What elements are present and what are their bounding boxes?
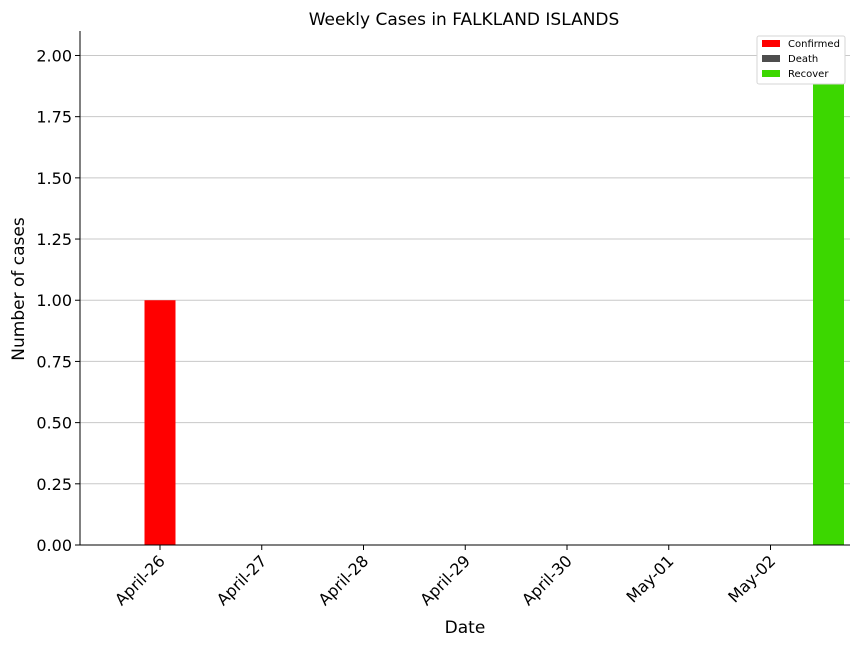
legend-swatch-death [762, 55, 780, 62]
y-tick-label: 0.75 [36, 352, 72, 371]
x-tick-labels: April-26 April-27 April-28 April-29 April-30… [111, 545, 779, 609]
y-tick-label: 2.00 [36, 46, 72, 65]
bars [144, 55, 844, 545]
grid-lines [80, 54, 850, 485]
y-tick-label: 1.00 [36, 291, 72, 310]
legend: Confirmed Death Recover [756, 35, 846, 85]
y-axis-label: Number of cases [9, 217, 29, 361]
axes [79, 31, 850, 546]
legend-label-confirmed: Confirmed [788, 39, 840, 50]
x-tick-label: May-02 [724, 551, 779, 606]
x-tick-label: April-28 [315, 551, 373, 609]
bar-confirmed [144, 300, 176, 545]
x-tick-label: April-26 [111, 551, 169, 609]
y-tick-label: 0.00 [36, 536, 72, 555]
x-tick-label: April-27 [213, 551, 271, 609]
x-axis-label: Date [445, 618, 486, 638]
legend-label-recover: Recover [788, 69, 829, 80]
y-tick-label: 1.75 [36, 108, 72, 127]
x-tick-label: May-01 [622, 551, 677, 606]
legend-swatch-confirmed [762, 40, 780, 47]
x-tick-label: April-29 [416, 551, 474, 609]
y-tick-label: 0.25 [36, 475, 72, 494]
y-tick-label: 1.25 [36, 230, 72, 249]
x-tick-label: April-30 [518, 551, 576, 609]
chart-title: Weekly Cases in FALKLAND ISLANDS [309, 10, 620, 30]
bar-recover [813, 55, 844, 545]
y-tick-label: 0.50 [36, 414, 72, 433]
legend-swatch-recover [762, 70, 780, 77]
y-tick-label: 1.50 [36, 169, 72, 188]
legend-label-death: Death [788, 54, 818, 65]
y-tick-labels: 0.00 0.25 0.50 0.75 1.00 1.25 1.50 1.75 2.00 [36, 46, 80, 555]
